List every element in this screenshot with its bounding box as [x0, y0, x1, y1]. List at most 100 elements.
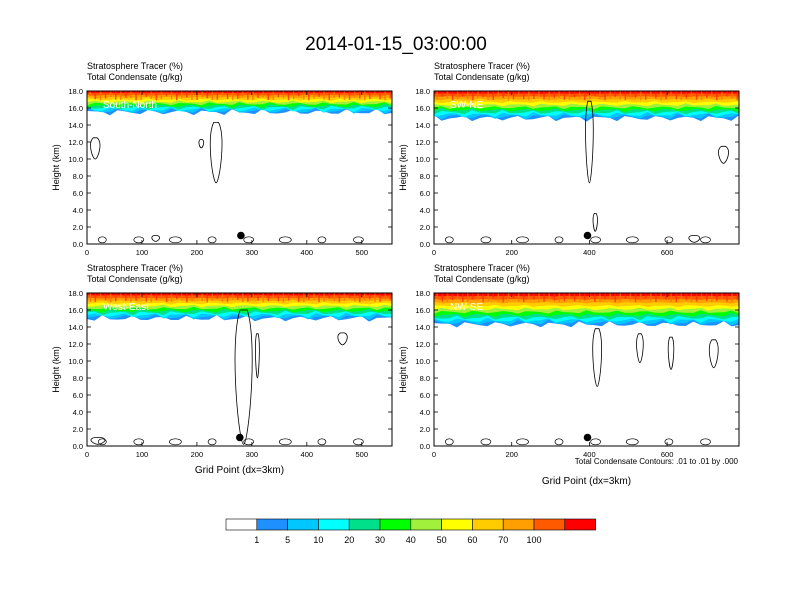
panel-title-condensate: Total Condensate (g/kg) [434, 274, 530, 284]
tracer-streak [731, 91, 733, 99]
tracer-streak [716, 293, 718, 301]
tracer-streak [191, 91, 193, 100]
y-tick-label: 2.0 [420, 223, 430, 232]
condensate-contour [209, 122, 223, 184]
tracer-streak [160, 91, 163, 100]
tracer-streak [553, 293, 555, 301]
chart-panel: Stratosphere Tracer (%)Total Condensate … [398, 263, 740, 487]
y-tick-label: 12.0 [68, 340, 83, 349]
tracer-streak [379, 91, 381, 100]
condensate-contour [585, 100, 594, 184]
colorbar-cell [287, 518, 319, 531]
tracer-streak [563, 293, 566, 302]
tracer-streak [706, 91, 708, 98]
tracer-streak [104, 293, 107, 301]
colorbar-label: 70 [498, 535, 508, 545]
tracer-streak [665, 91, 667, 100]
tracer-streak [206, 293, 208, 303]
tracer-streak [364, 91, 366, 101]
tracer-streak [343, 293, 346, 301]
tracer-streak [695, 293, 698, 302]
tracer-streak [89, 91, 91, 97]
tracer-streak [695, 91, 698, 100]
surface-contour [278, 236, 292, 244]
y-tick-label: 16.0 [68, 104, 83, 113]
tracer-streak [282, 293, 285, 303]
plot-area: South-North [87, 91, 392, 244]
tracer-streak [639, 91, 642, 101]
y-tick-label: 12.0 [68, 138, 83, 147]
tracer-streak [267, 91, 269, 100]
tracer-streak [492, 293, 494, 299]
tracer-streak [186, 91, 188, 98]
tracer-streak [517, 293, 520, 302]
y-tick-label: 4.0 [73, 206, 83, 215]
tracer-streak [216, 293, 219, 299]
surface-contour [444, 438, 454, 446]
tracer-streak [292, 293, 295, 300]
tracer-streak [578, 293, 581, 303]
y-tick-label: 16.0 [68, 306, 83, 315]
panel-label: West-East [103, 302, 149, 313]
figure-title: 2014-01-15_03:00:00 [305, 34, 487, 55]
tracer-streak [660, 91, 662, 101]
colorbar-label: 5 [285, 535, 290, 545]
y-tick-label: 18.0 [415, 87, 430, 96]
tracer-streak [170, 293, 173, 302]
x-tick-label: 200 [191, 450, 204, 459]
tracer-streak [711, 91, 713, 98]
tracer-streak [736, 293, 738, 300]
y-tick-label: 16.0 [415, 306, 430, 315]
tracer-streak [99, 293, 102, 300]
y-tick-label: 10.0 [415, 357, 430, 366]
tracer-streak [609, 91, 611, 99]
plot-area: West-East [87, 293, 392, 446]
surface-contour [243, 438, 255, 446]
x-tick-label: 400 [301, 248, 314, 257]
tracer-streak [104, 91, 107, 99]
tracer-streak [690, 91, 693, 98]
y-tick-label: 2.0 [420, 425, 430, 434]
condensate-contour [337, 332, 348, 346]
tracer-streak [160, 293, 163, 300]
y-tick-label: 14.0 [415, 323, 430, 332]
condensate-contour [198, 139, 205, 149]
tracer-streak [226, 293, 229, 303]
colorbar-label: 20 [344, 535, 354, 545]
condensate-contour [688, 235, 701, 243]
tracer-streak [472, 293, 474, 300]
tracer-streak [436, 91, 438, 100]
tracer-streak [272, 293, 274, 299]
x-tick-label: 600 [661, 450, 674, 459]
tracer-streak [441, 293, 444, 302]
x-tick-label: 300 [246, 248, 259, 257]
y-tick-label: 10.0 [415, 155, 430, 164]
tracer-streak [639, 293, 642, 301]
plot-area: SW-NE [434, 91, 739, 244]
tracer-streak [257, 91, 259, 99]
chart-panel: Stratosphere Tracer (%)Total Condensate … [51, 61, 393, 257]
tracer-streak [237, 91, 239, 99]
panel-title-tracer: Stratosphere Tracer (%) [87, 263, 183, 273]
x-tick-label: 300 [246, 450, 259, 459]
tracer-streak [389, 293, 391, 301]
tracer-streak [389, 91, 391, 99]
tracer-streak [477, 293, 479, 301]
y-tick-label: 18.0 [68, 87, 83, 96]
tracer-streak [462, 293, 464, 303]
condensate-contour [151, 235, 160, 242]
colorbar-cell [472, 518, 504, 531]
colorbar-cell [256, 518, 288, 531]
tracer-streak [130, 293, 132, 303]
tracer-streak [700, 91, 703, 101]
y-tick-label: 6.0 [73, 391, 83, 400]
tracer-streak [221, 293, 224, 302]
tracer-streak [634, 91, 637, 98]
colorbar-cell [441, 518, 473, 531]
tracer-streak [650, 91, 652, 97]
colorbar-cell [318, 518, 350, 531]
colorbar-cell [564, 518, 596, 531]
x-tick-label: 200 [191, 248, 204, 257]
tracer-streak [538, 91, 540, 97]
